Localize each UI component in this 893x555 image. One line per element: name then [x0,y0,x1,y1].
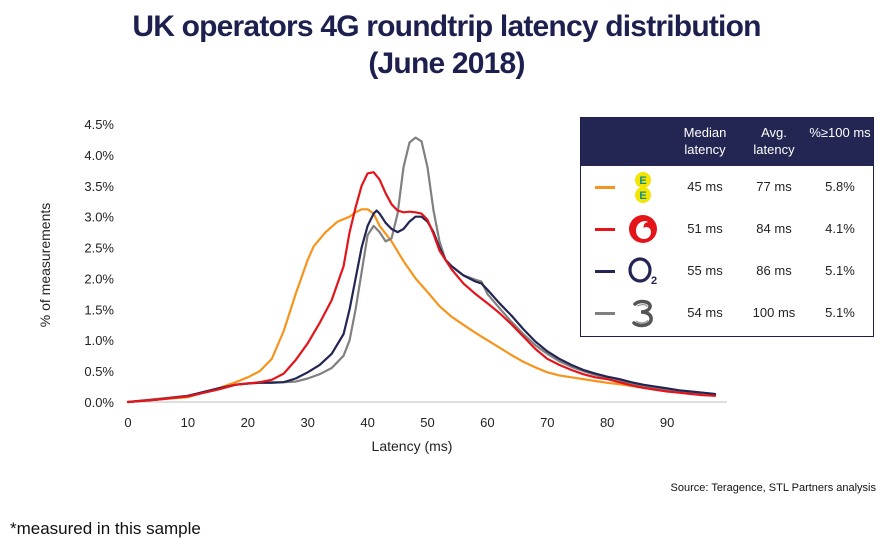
x-tick-label: 40 [360,415,374,430]
y-tick-label: 1.5% [84,302,114,317]
vodafone-logo-icon [629,215,657,243]
operator-summary-table: Median latency Avg. latency %≥100 ms E E… [580,117,874,337]
y-tick-label: 1.0% [84,333,114,348]
three-legend-line [595,312,615,315]
three-median: 54 ms [687,305,723,320]
x-tick-label: 50 [420,415,434,430]
chart-title: UK operators 4G roundtrip latency distri… [0,8,893,82]
ee-median: 45 ms [687,179,723,194]
o2-avg: 86 ms [756,263,792,278]
header-pct: %≥100 ms [809,125,871,140]
vodafone-median: 51 ms [687,221,723,236]
table-row-vodafone: 51 ms 84 ms 4.1% [581,208,873,250]
y-tick-label: 3.5% [84,179,114,194]
x-axis-label: Latency (ms) [372,438,453,454]
y-tick-label: 3.0% [84,210,114,225]
o2-logo-icon: 2 [628,257,657,287]
chart-title-line2: (June 2018) [368,47,525,80]
chart-series [126,136,717,404]
vodafone-series-line [126,171,717,404]
chart-axes: 0.0% 0.5% 1.0% 1.5% 2.0% 2.5% 3.0% 3.5% 4.0% 4.5%… [84,117,727,430]
svg-text:2: 2 [651,275,657,287]
ee-series-line [126,208,717,404]
footnote: *measured in this sample [10,519,201,538]
header-avg: Avg. latency [753,125,795,157]
three-avg: 100 ms [752,305,796,320]
o2-legend-line [595,270,615,273]
o2-series-line [126,209,717,404]
vodafone-legend-line [595,228,615,231]
o2-pct: 5.1% [825,263,855,278]
svg-text:E: E [639,190,646,202]
x-tick-label: 80 [600,415,614,430]
o2-median: 55 ms [687,263,723,278]
ee-legend-line [595,186,615,189]
three-logo-icon [632,299,653,328]
vodafone-avg: 84 ms [756,221,792,236]
ee-logo-icon: E E [635,172,651,203]
y-tick-label: 2.5% [84,241,114,256]
source-note: Source: Teragence, STL Partners analysis [670,482,876,494]
y-axis-label: % of measurements [37,203,53,328]
table-row-o2: 2 55 ms 86 ms 5.1% [581,250,873,292]
x-tick-label: 20 [241,415,255,430]
ee-avg: 77 ms [756,179,792,194]
svg-text:E: E [639,175,646,187]
x-tick-label: 90 [660,415,674,430]
y-tick-label: 2.0% [84,271,114,286]
three-series-line [126,136,717,404]
table-header: Median latency Avg. latency %≥100 ms [581,118,873,166]
chart-title-line1: UK operators 4G roundtrip latency distri… [132,10,761,43]
y-tick-label: 0.0% [84,395,114,410]
x-tick-label: 60 [480,415,494,430]
y-tick-label: 0.5% [84,364,114,379]
y-tick-label: 4.0% [84,148,114,163]
table-row-ee: E E 45 ms 77 ms 5.8% [581,166,873,208]
x-tick-label: 70 [540,415,554,430]
y-tick-label: 4.5% [84,117,114,132]
x-tick-label: 30 [300,415,314,430]
vodafone-pct: 4.1% [825,221,855,236]
x-tick-label: 0 [124,415,131,430]
header-median: Median latency [683,125,727,157]
three-pct: 5.1% [825,305,855,320]
table-row-three: 54 ms 100 ms 5.1% [581,292,873,334]
ee-pct: 5.8% [825,179,855,194]
x-tick-label: 10 [181,415,195,430]
